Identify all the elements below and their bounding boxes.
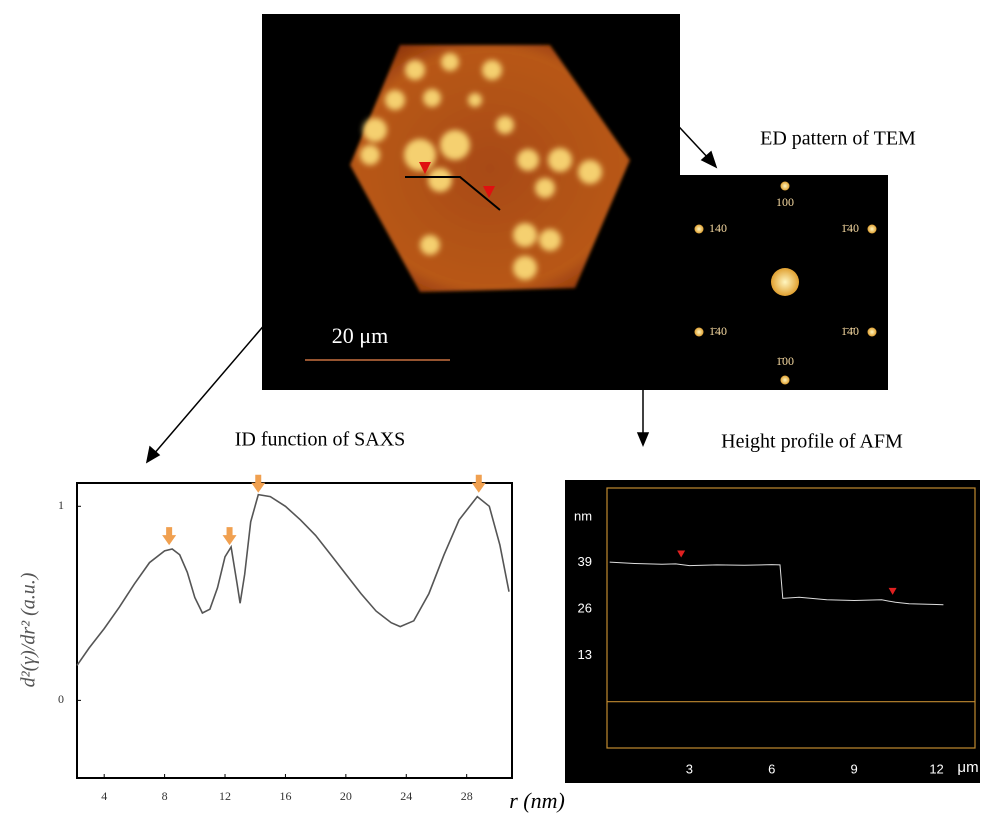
spot-label: 1̄00 (776, 354, 794, 368)
figure: 20 μm 1001401̄401̄4̄01̄401̄00 ED pattern… (0, 0, 993, 818)
diffraction-spot (695, 328, 704, 337)
x-tick-label: 20 (340, 789, 352, 803)
y-tick-label: 1 (58, 498, 64, 512)
x-axis-label: r (nm) (509, 788, 565, 813)
x-tick-label: 9 (851, 761, 858, 776)
x-tick-label: 16 (279, 789, 291, 803)
y-axis-label: d²(γ)/dr² (a.u.) (18, 572, 40, 687)
spot-label: 1̄40 (841, 221, 859, 235)
central-spot (771, 268, 799, 296)
diffraction-spot (868, 225, 877, 234)
x-tick-label: 12 (929, 761, 943, 776)
x-tick-label: 28 (461, 789, 473, 803)
plot-frame (77, 483, 512, 778)
spot-label: 140 (709, 221, 727, 235)
x-tick-label: 12 (219, 789, 231, 803)
y-tick-label: 26 (578, 601, 592, 616)
x-tick-label: 6 (768, 761, 775, 776)
diffraction-spot (781, 376, 790, 385)
afm-plot-background (565, 480, 980, 783)
x-tick-label: 8 (162, 789, 168, 803)
page: {"figure": { "tem_label": "ED pattern of… (0, 0, 993, 818)
y-tick-label: 13 (578, 647, 592, 662)
diffraction-spot (781, 182, 790, 191)
spot-label: 1̄4̄0 (841, 324, 859, 338)
y-tick-label: 39 (578, 554, 592, 569)
y-axis-label: nm (574, 508, 592, 523)
scale-label: 20 μm (332, 323, 388, 348)
panel-label: Height profile of AFM (721, 431, 903, 453)
panel-label: ID function of SAXS (235, 429, 406, 451)
diffraction-spot (695, 225, 704, 234)
diffraction-spot (868, 328, 877, 337)
spot-label: 1̄40 (709, 324, 727, 338)
panel-label: ED pattern of TEM (760, 128, 916, 150)
x-tick-label: 3 (686, 761, 693, 776)
y-tick-label: 0 (58, 692, 64, 706)
x-tick-label: 4 (101, 789, 107, 803)
x-axis-label: μm (957, 759, 978, 776)
x-tick-label: 24 (400, 789, 412, 803)
spot-label: 100 (776, 195, 794, 209)
